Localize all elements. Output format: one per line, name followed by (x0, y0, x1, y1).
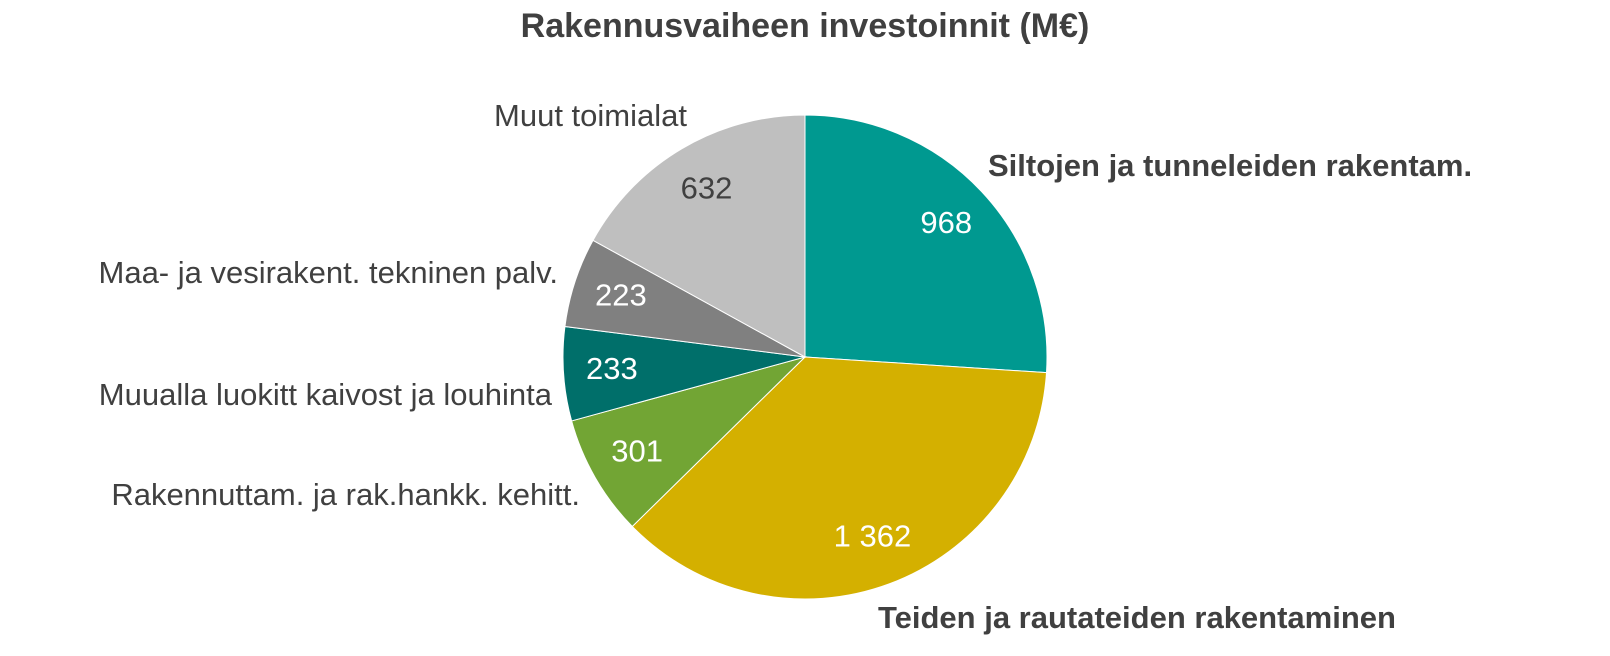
category-label: Siltojen ja tunneleiden rakentam. (988, 148, 1472, 183)
category-label: Muut toimialat (494, 98, 687, 133)
category-label: Teiden ja rautateiden rakentaminen (878, 600, 1396, 635)
data-label: 301 (611, 434, 663, 469)
data-label: 223 (595, 277, 647, 312)
pie-slice (570, 356, 807, 528)
data-label: 233 (586, 351, 638, 386)
chart-title: Rakennusvaiheen investoinnit (M€) (521, 7, 1090, 45)
data-label: 968 (920, 205, 972, 240)
pie-slice (804, 114, 1048, 374)
category-label: Maa- ja vesirakent. tekninen palv. (99, 255, 559, 290)
data-label: 1 362 (834, 519, 912, 554)
pie-slice (631, 356, 1048, 600)
category-label: Rakennuttam. ja rak.hankk. kehitt. (111, 477, 580, 512)
category-label: Muualla luokitt kaivost ja louhinta (99, 377, 553, 412)
data-label: 632 (681, 171, 733, 206)
pie-slice (592, 114, 806, 358)
